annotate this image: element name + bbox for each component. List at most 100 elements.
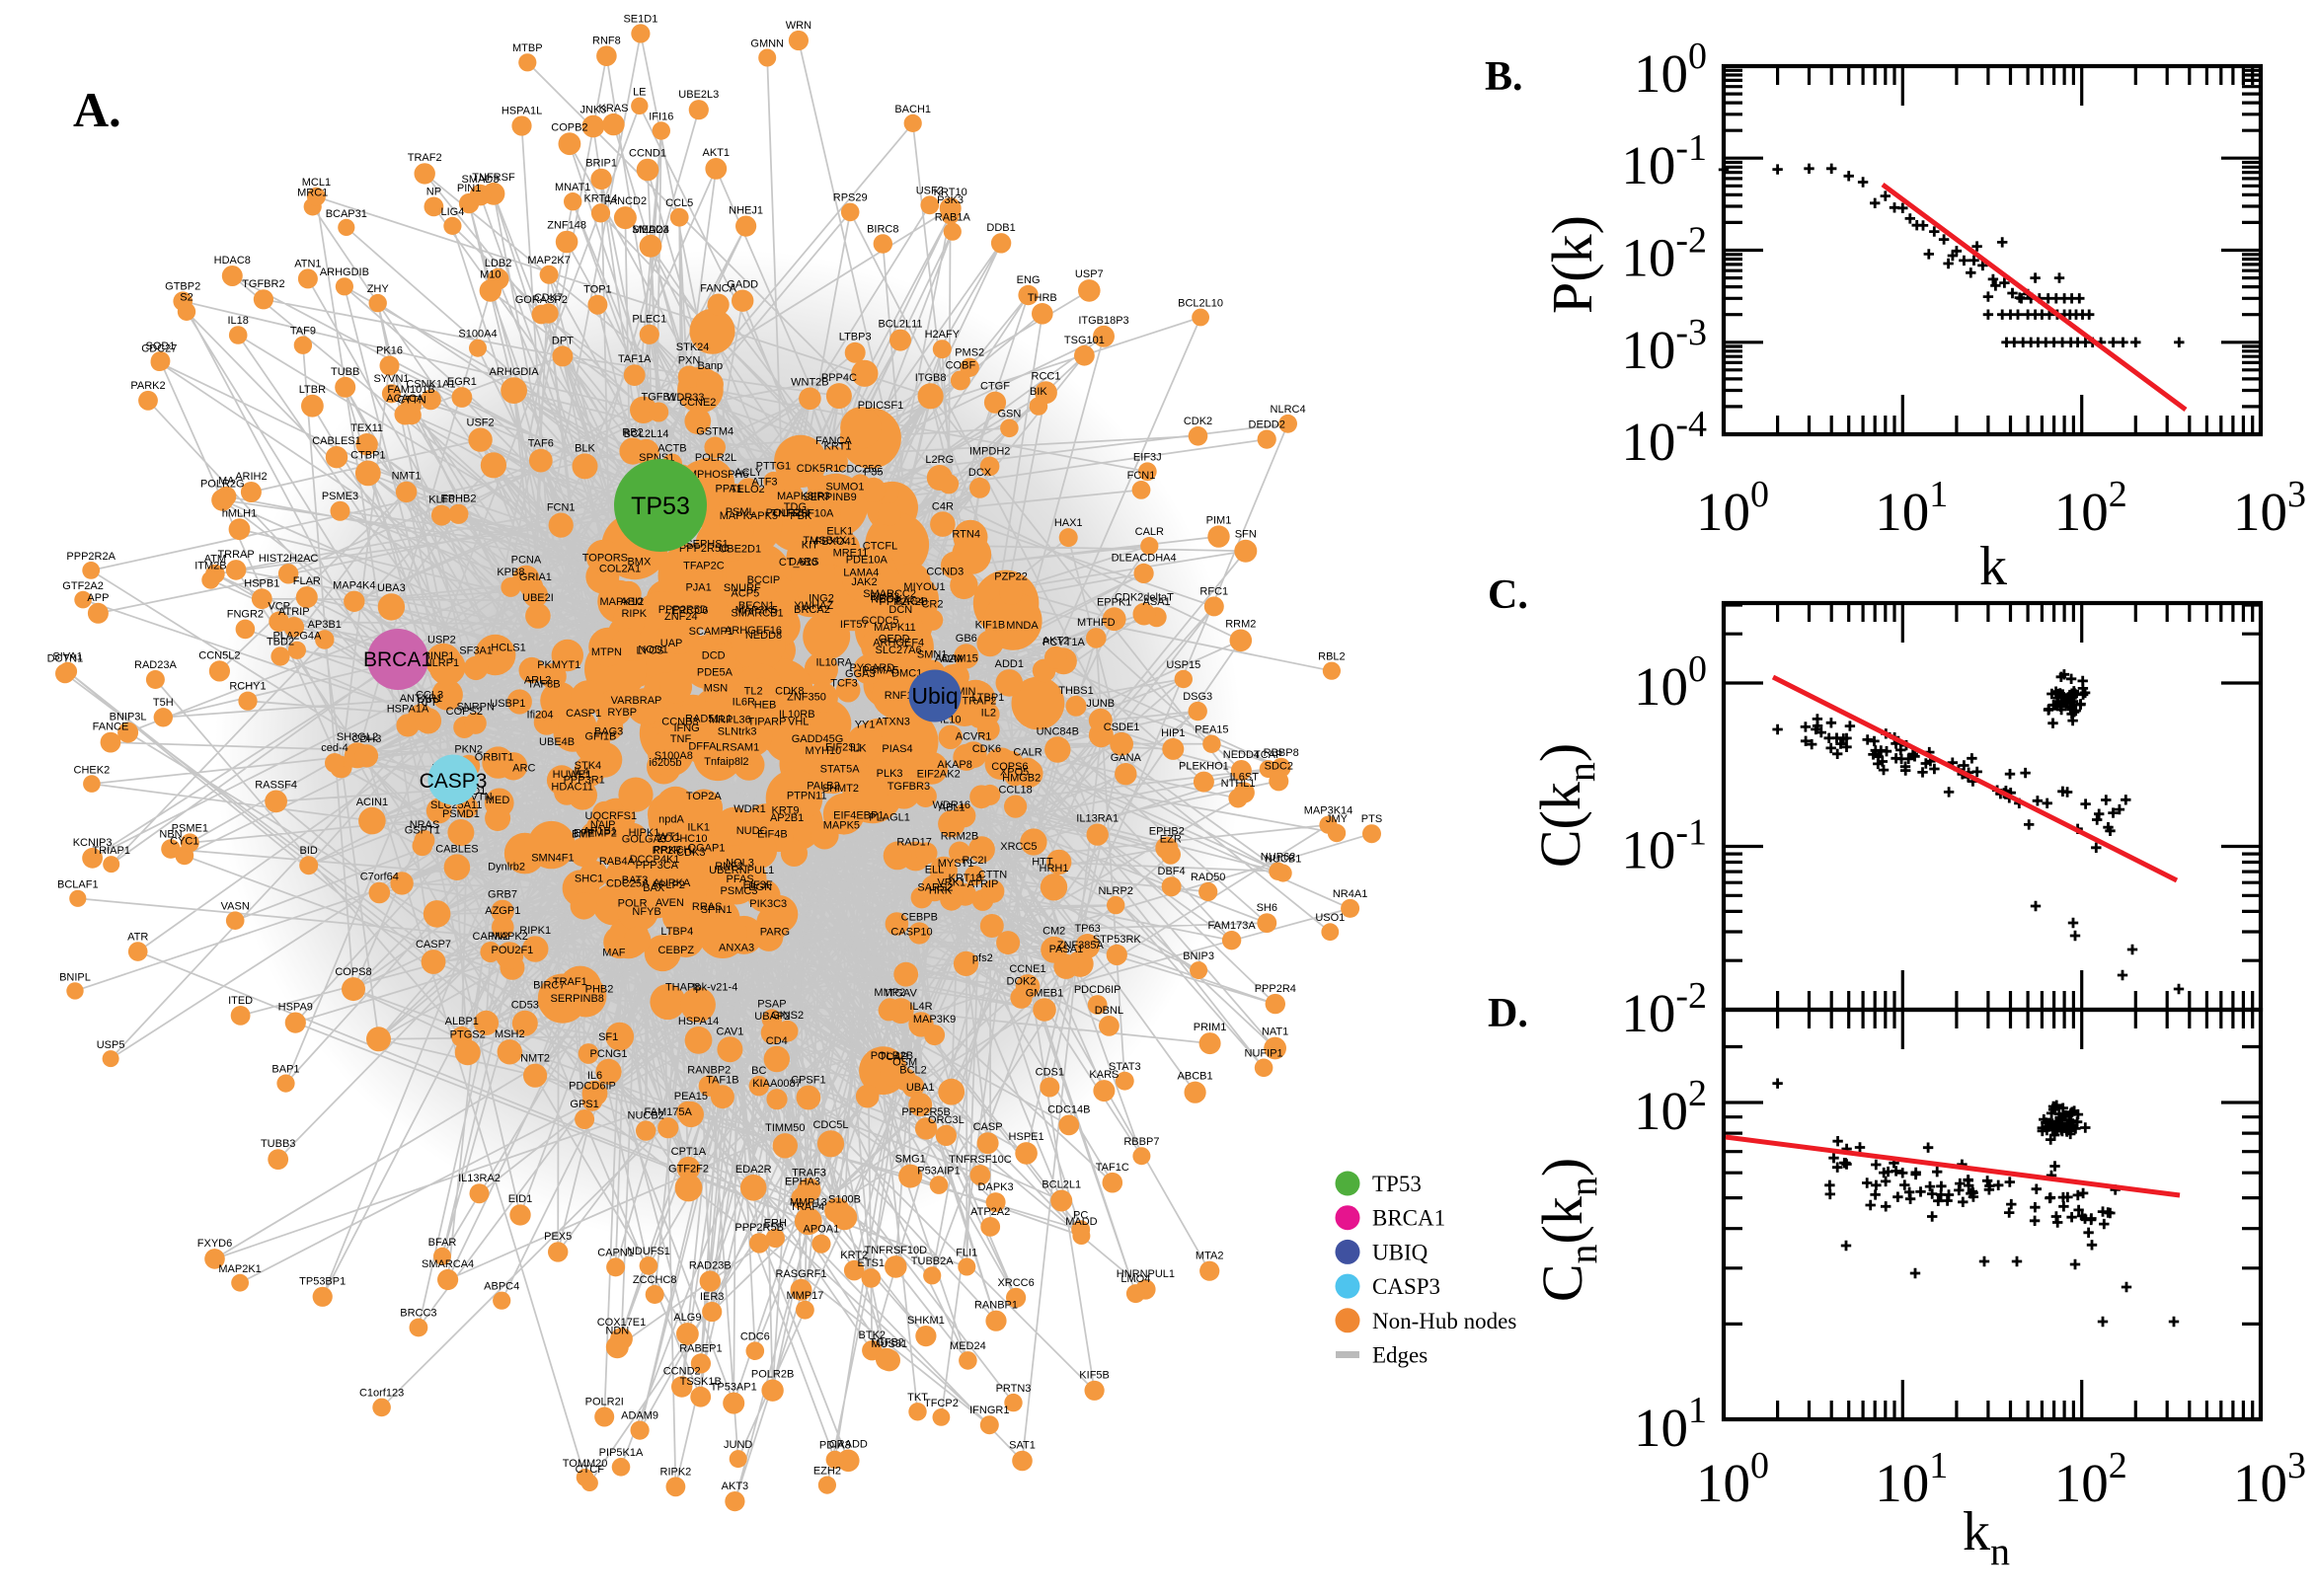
svg-text:TRAF2: TRAF2 [962, 695, 996, 707]
svg-text:EZH2: EZH2 [813, 1466, 841, 1478]
svg-text:RBBP8: RBBP8 [1264, 747, 1299, 759]
svg-text:OEDD: OEDD [879, 634, 910, 646]
svg-text:CYC1: CYC1 [170, 835, 198, 847]
svg-text:WNT2B: WNT2B [791, 377, 829, 389]
svg-text:RASSF4: RASSF4 [255, 780, 297, 792]
svg-text:VASN: VASN [221, 900, 250, 912]
svg-text:PDICSF1: PDICSF1 [858, 400, 903, 412]
svg-text:LTBP4: LTBP4 [660, 926, 693, 938]
svg-text:H2AFY: H2AFY [925, 329, 961, 341]
svg-text:S100A4: S100A4 [458, 329, 497, 341]
svg-text:ERCC6: ERCC6 [671, 605, 708, 617]
svg-text:BRIP1: BRIP1 [585, 158, 617, 170]
svg-text:SLNtrk3: SLNtrk3 [718, 725, 757, 737]
svg-text:FANCD2: FANCD2 [604, 195, 647, 207]
svg-text:SDC2: SDC2 [1265, 760, 1293, 772]
svg-text:ERH: ERH [764, 1218, 787, 1230]
svg-text:UAP: UAP [660, 638, 683, 649]
svg-text:TAF1B: TAF1B [706, 1074, 738, 1086]
svg-text:GFI1B: GFI1B [585, 731, 617, 743]
svg-text:RAD50: RAD50 [1191, 872, 1225, 883]
svg-text:MYH10: MYH10 [806, 745, 842, 757]
svg-text:CCND2: CCND2 [663, 1365, 701, 1377]
svg-text:ARHGDIA: ARHGDIA [490, 366, 540, 378]
svg-text:NUCB1: NUCB1 [1265, 854, 1301, 866]
svg-text:CTGF: CTGF [980, 381, 1010, 393]
svg-text:PPP2R5B: PPP2R5B [901, 1106, 951, 1118]
svg-text:THRB: THRB [1028, 292, 1057, 304]
svg-text:ORBIT1: ORBIT1 [475, 751, 514, 763]
svg-text:ORC3L: ORC3L [928, 1114, 965, 1126]
svg-text:HSPA14: HSPA14 [678, 1016, 719, 1027]
svg-text:WDR1: WDR1 [733, 803, 765, 815]
svg-text:CCNB3: CCNB3 [661, 717, 698, 728]
svg-text:RANBP1: RANBP1 [974, 1300, 1018, 1312]
svg-text:KIT: KIT [802, 540, 818, 552]
svg-text:CCN5L2: CCN5L2 [198, 649, 240, 661]
svg-text:RAD17: RAD17 [896, 837, 931, 849]
svg-text:MAF: MAF [602, 948, 626, 959]
svg-text:CRADD: CRADD [829, 1439, 868, 1451]
svg-text:UBA1: UBA1 [906, 1082, 935, 1094]
svg-text:ZNF385A: ZNF385A [1057, 940, 1105, 951]
svg-text:TCF3: TCF3 [830, 677, 858, 689]
svg-text:CDC25C: CDC25C [838, 463, 882, 475]
svg-text:TUBB: TUBB [331, 366, 359, 378]
svg-text:PPP3R1: PPP3R1 [564, 774, 605, 786]
svg-text:CDK7: CDK7 [534, 292, 563, 304]
svg-text:BIRC7: BIRC7 [533, 979, 565, 991]
svg-text:USP15: USP15 [1166, 659, 1200, 671]
svg-text:KIAA0087: KIAA0087 [752, 1078, 802, 1090]
svg-text:CDS1: CDS1 [1036, 1067, 1064, 1079]
svg-text:VTN: VTN [471, 792, 493, 803]
svg-text:MAPK10: MAPK10 [599, 596, 642, 608]
svg-text:ADD1: ADD1 [995, 658, 1024, 670]
svg-text:KIF1B: KIF1B [975, 619, 1006, 631]
svg-text:TSSK1B: TSSK1B [680, 1376, 722, 1388]
svg-text:DEDD2: DEDD2 [1249, 419, 1285, 431]
svg-text:NRAS: NRAS [410, 819, 440, 831]
svg-text:TGFBR3: TGFBR3 [888, 781, 930, 793]
svg-text:10-4: 10-4 [1621, 404, 1707, 472]
svg-text:GTF2F2: GTF2F2 [668, 1164, 709, 1176]
svg-text:IL6: IL6 [587, 1070, 602, 1082]
svg-text:NMT2: NMT2 [520, 1053, 550, 1065]
svg-text:BFAR: BFAR [428, 1237, 457, 1249]
svg-text:USO1: USO1 [1315, 912, 1345, 924]
svg-text:CASP1: CASP1 [566, 708, 601, 720]
svg-text:ZNF148: ZNF148 [547, 220, 586, 232]
svg-text:PPP3CA: PPP3CA [636, 860, 679, 872]
svg-text:RAD23B: RAD23B [689, 1259, 732, 1271]
svg-text:kn: kn [1963, 1501, 2010, 1573]
svg-text:PPP2R5B: PPP2R5B [734, 1222, 784, 1234]
svg-text:TNFRSF10A: TNFRSF10A [771, 507, 834, 519]
svg-text:MAP4K4: MAP4K4 [333, 580, 375, 592]
svg-text:DAPK3: DAPK3 [978, 1181, 1014, 1193]
svg-text:CDK5R1: CDK5R1 [797, 463, 839, 475]
svg-text:ATRIP: ATRIP [967, 878, 999, 890]
svg-text:CASP10: CASP10 [890, 926, 932, 938]
svg-text:PSMD1: PSMD1 [442, 808, 480, 820]
svg-text:IER3: IER3 [700, 1291, 724, 1303]
svg-text:SHKM1: SHKM1 [907, 1315, 945, 1327]
svg-text:NDUFS1: NDUFS1 [627, 1246, 670, 1257]
svg-text:D.: D. [1488, 991, 1528, 1036]
svg-text:RTN4: RTN4 [952, 529, 980, 541]
svg-text:ZHY: ZHY [367, 283, 390, 295]
svg-text:ARC: ARC [512, 763, 535, 775]
svg-text:MMP17: MMP17 [786, 1290, 823, 1302]
svg-text:TRIAP1: TRIAP1 [92, 845, 130, 857]
svg-text:ACACA: ACACA [386, 393, 425, 405]
svg-text:EGR1: EGR1 [447, 376, 477, 388]
svg-text:BAX: BAX [643, 882, 665, 894]
svg-text:UBERNPUL1: UBERNPUL1 [709, 865, 774, 876]
svg-text:PEX5: PEX5 [544, 1231, 572, 1243]
svg-text:PTPN11: PTPN11 [787, 790, 827, 801]
svg-text:NP: NP [426, 187, 441, 198]
svg-text:SCAMP1: SCAMP1 [689, 626, 733, 638]
svg-text:BCCIP: BCCIP [747, 574, 781, 586]
svg-text:RNF2: RNF2 [715, 861, 743, 873]
svg-text:NAIP: NAIP [590, 819, 616, 831]
svg-text:TRAF2: TRAF2 [408, 152, 442, 164]
svg-text:BNIP3: BNIP3 [1183, 950, 1214, 962]
